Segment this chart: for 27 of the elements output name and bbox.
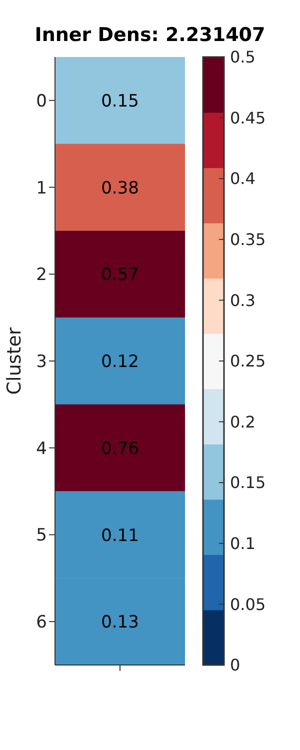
color-bar-label: 0.15	[230, 473, 266, 492]
color-bar-label: 0.05	[230, 594, 266, 614]
data-label: 0.76	[101, 438, 139, 459]
y-tick-label: 0	[36, 91, 47, 112]
y-tick-label: 5	[36, 526, 47, 546]
data-label: 0.57	[101, 265, 139, 286]
color-bar-label: 0.4	[230, 169, 256, 188]
color-bar-label: 0.1	[230, 534, 256, 553]
y-axis-title: Cluster	[4, 327, 26, 395]
color-bar-label: 0.45	[230, 108, 266, 128]
color-bar-label: 0.25	[230, 352, 266, 371]
color-bar-label: 0.2	[230, 412, 256, 432]
data-label: 0.15	[101, 92, 139, 112]
y-tick-label: 4	[36, 438, 47, 459]
data-label: 0.11	[101, 526, 139, 546]
color-bar-label: 0.3	[230, 290, 256, 310]
data-label: 0.13	[101, 612, 139, 633]
color-bar-label: 0.35	[230, 230, 266, 249]
data-label: 0.12	[101, 352, 139, 372]
y-tick-label: 6	[36, 612, 47, 633]
y-tick-label: 1	[36, 178, 47, 198]
y-tick-label: 2	[36, 265, 47, 286]
color-bar-label: 0	[230, 656, 240, 675]
data-label: 0.38	[101, 178, 139, 198]
chart-title: Inner Dens: 2.231407	[34, 24, 266, 46]
y-tick-label: 3	[36, 352, 47, 372]
color-bar-label: 0.5	[230, 48, 256, 67]
